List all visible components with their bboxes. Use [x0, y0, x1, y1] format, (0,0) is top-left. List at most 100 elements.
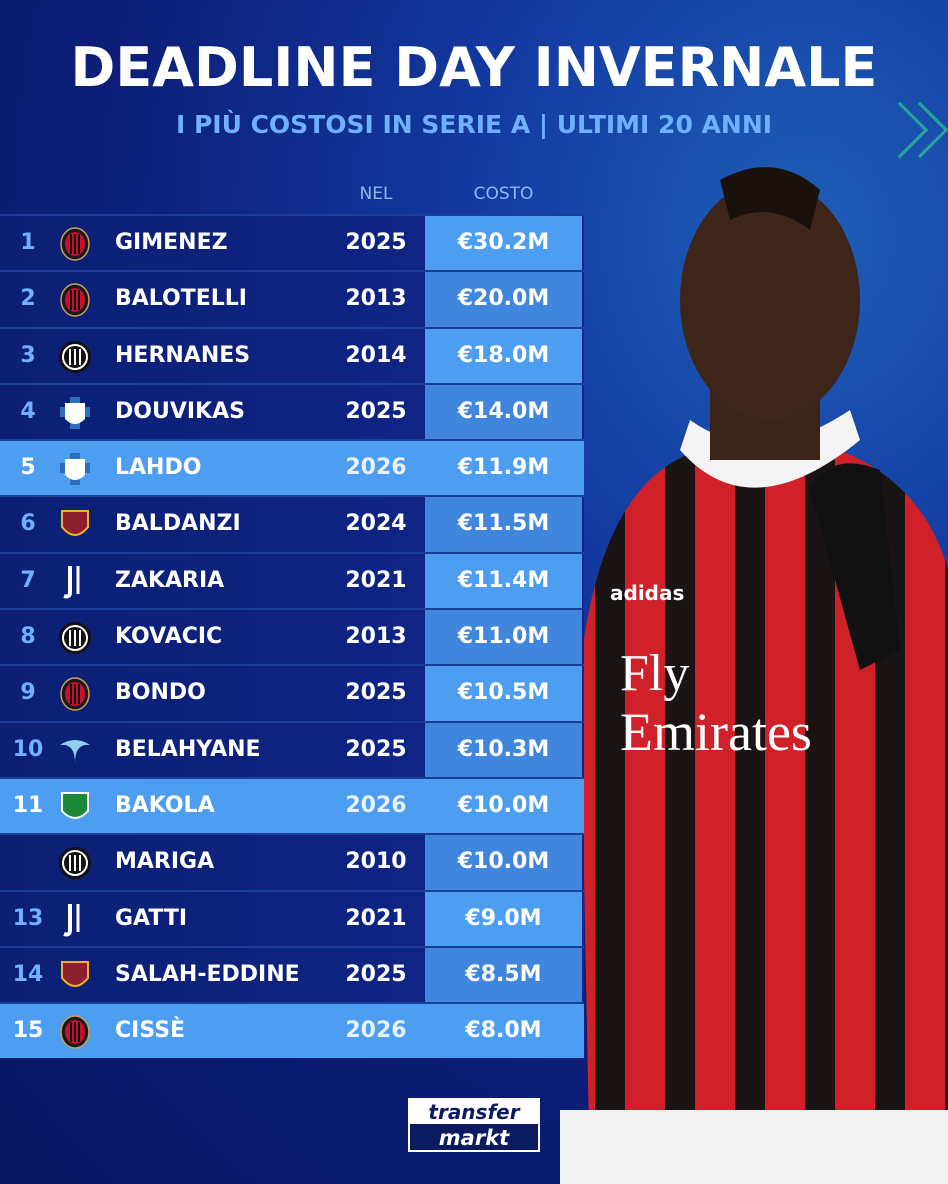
player-name: BONDO	[115, 680, 206, 706]
cost: €9.0M	[425, 891, 582, 946]
table-row: 5 LAHDO 2026 €11.9M	[0, 439, 584, 496]
rank: 1	[20, 230, 36, 255]
logo-text-transfer: transfer	[410, 1100, 538, 1124]
rank: 15	[12, 1018, 44, 1044]
year: 2021	[345, 567, 407, 593]
shirt-sponsor: Emirates	[620, 702, 812, 762]
player-name: BALOTELLI	[115, 286, 247, 312]
year: 2025	[345, 736, 407, 762]
year: 2025	[345, 398, 407, 424]
table-row: 8 KOVACIC 2013 €11.0M	[0, 608, 584, 665]
year: 2013	[345, 624, 407, 650]
year: 2026	[345, 792, 407, 818]
player-name: BAKOLA	[115, 792, 215, 818]
juve-crest-icon	[58, 902, 92, 938]
player-name: BALDANZI	[115, 511, 241, 537]
shirt-text: Fly	[620, 645, 689, 702]
year: 2021	[345, 905, 407, 931]
player-name: LAHDO	[115, 455, 202, 481]
inter-crest-icon	[58, 339, 92, 375]
cost: €8.0M	[465, 1018, 542, 1044]
table-row: 2 BALOTELLI 2013 €20.0M	[0, 270, 584, 327]
ranking-table: 1 GIMENEZ 2025 €30.2M 2 BALOTELLI 2013 €2…	[0, 214, 584, 1059]
cost: €11.4M	[425, 553, 582, 609]
rank: 9	[20, 680, 36, 706]
player-name: DOUVIKAS	[115, 398, 245, 424]
cost: €10.3M	[425, 722, 582, 777]
transfermarkt-logo: transfer markt	[408, 1098, 540, 1152]
rank: 11	[12, 792, 44, 818]
year: 2013	[345, 286, 407, 312]
table-row: 13 GATTI 2021 €9.0M	[0, 889, 584, 946]
rank: 5	[20, 455, 36, 481]
logo-text-markt: markt	[438, 1126, 510, 1150]
table-row: 11 BAKOLA 2026 €10.0M	[0, 776, 584, 834]
cost: €14.0M	[425, 384, 582, 440]
cost: €10.5M	[425, 666, 582, 721]
cost: €11.5M	[425, 497, 582, 552]
year: 2025	[345, 680, 407, 706]
cost: €10.0M	[457, 792, 550, 818]
rank: 10	[12, 736, 44, 762]
year: 2024	[345, 511, 407, 537]
roma-crest-icon	[58, 507, 92, 543]
player-name: GIMENEZ	[115, 230, 228, 255]
player-name: HERNANES	[115, 342, 251, 368]
page-subtitle: I PIÙ COSTOSI IN SERIE A | ULTIMI 20 ANN…	[175, 110, 773, 139]
milan-crest-icon	[58, 226, 92, 262]
cost: €8.5M	[425, 947, 582, 1003]
table-row: 9 BONDO 2025 €10.5M	[0, 664, 584, 721]
inter-crest-icon	[58, 845, 92, 881]
juve-crest-icon	[58, 564, 92, 600]
year: 2025	[345, 230, 407, 255]
milan-crest-icon	[58, 676, 92, 712]
roma-crest-icon	[58, 958, 92, 994]
year: 2010	[345, 849, 407, 875]
player-photo: Fly Emirates adidas	[560, 167, 948, 1184]
table-row: 15 CISSÈ 2026 €8.0M	[0, 1002, 584, 1059]
player-name: GATTI	[115, 905, 188, 931]
column-header-cost: COSTO	[473, 184, 534, 204]
cost: €10.0M	[425, 835, 582, 890]
table-row: 14 SALAH-EDDINE 2025 €8.5M	[0, 945, 584, 1003]
table-row: 10 BELAHYANE 2025 €10.3M	[0, 720, 584, 777]
table-row: 4 DOUVIKAS 2025 €14.0M	[0, 382, 584, 440]
table-row: 3 HERNANES 2014 €18.0M	[0, 326, 584, 383]
year: 2026	[345, 455, 407, 481]
rank: 3	[20, 342, 36, 368]
cost: €20.0M	[425, 272, 582, 327]
como-crest-icon	[58, 451, 92, 487]
cost: €18.0M	[425, 328, 582, 383]
year: 2026	[345, 1018, 407, 1044]
rank: 2	[20, 286, 36, 312]
year: 2025	[345, 961, 407, 987]
table-row: 6 BALDANZI 2024 €11.5M	[0, 495, 584, 552]
rank: 8	[20, 624, 36, 650]
cost: €11.0M	[425, 610, 582, 665]
rank: 7	[20, 567, 36, 593]
inter-crest-icon	[58, 620, 92, 656]
como-crest-icon	[58, 395, 92, 431]
player-name: BELAHYANE	[115, 736, 261, 762]
table-row: 1 GIMENEZ 2025 €30.2M	[0, 214, 584, 271]
rank: 13	[12, 905, 44, 931]
player-name: ZAKARIA	[115, 567, 225, 593]
table-row: 7 ZAKARIA 2021 €11.4M	[0, 551, 584, 609]
player-name: CISSÈ	[115, 1018, 186, 1044]
rank: 6	[20, 511, 36, 537]
milan-crest-icon	[58, 282, 92, 318]
year: 2014	[345, 342, 407, 368]
rank: 14	[12, 961, 44, 987]
page-title: DEADLINE DAY INVERNALE	[70, 36, 878, 99]
column-header-year: NEL	[359, 184, 393, 204]
table-row: MARIGA 2010 €10.0M	[0, 833, 584, 890]
milan-crest-icon	[58, 1014, 92, 1050]
rank: 4	[20, 398, 36, 424]
cost: €30.2M	[425, 216, 582, 271]
lazio-crest-icon	[58, 733, 92, 769]
player-name: MARIGA	[115, 849, 215, 875]
player-name: SALAH-EDDINE	[115, 961, 300, 987]
shirt-brand: adidas	[610, 581, 684, 605]
player-name: KOVACIC	[115, 624, 223, 650]
